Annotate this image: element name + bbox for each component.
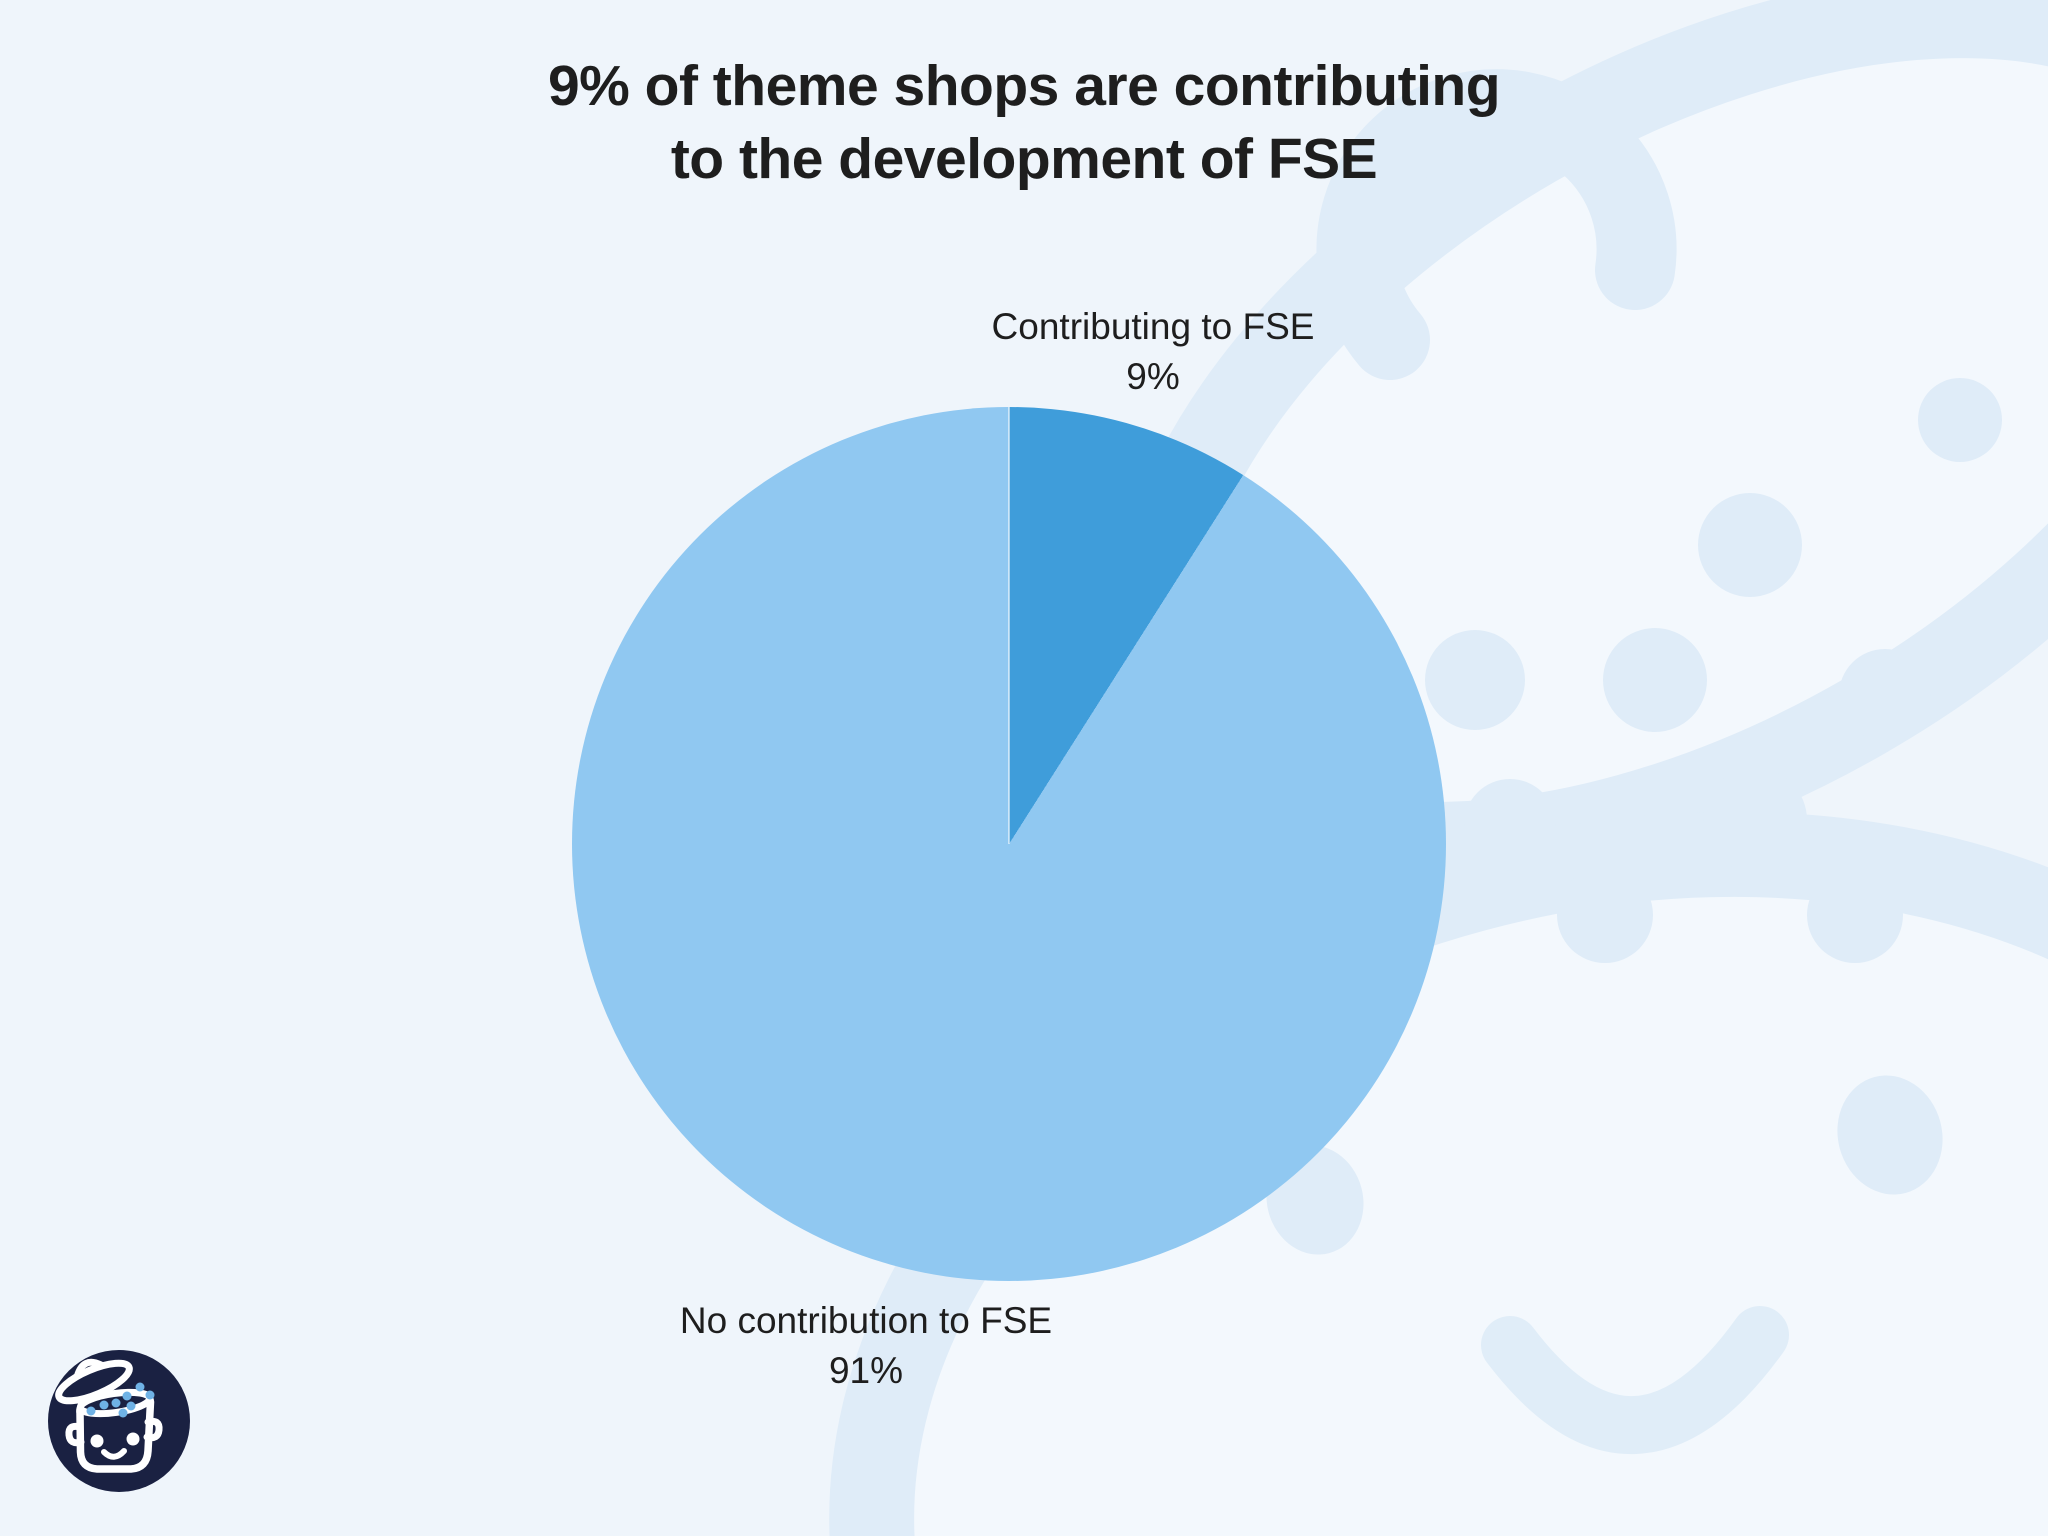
slice-label-contributing: Contributing to FSE 9% bbox=[913, 302, 1393, 402]
page-title-line-2: to the development of FSE bbox=[670, 127, 1378, 191]
slice-label-contributing-value: 9% bbox=[1126, 356, 1180, 397]
slice-label-no-contribution: No contribution to FSE 91% bbox=[626, 1296, 1106, 1396]
watermark-sprinkles-icon bbox=[1425, 378, 2002, 963]
page-title-line-1: 9% of theme shops are contributing bbox=[547, 54, 1501, 118]
pie-slice-divider bbox=[1008, 407, 1010, 844]
brand-logo-icon bbox=[48, 1350, 190, 1492]
slice-label-contributing-text: Contributing to FSE bbox=[991, 306, 1315, 347]
logo-sprinkles-icon bbox=[86, 1382, 155, 1418]
slice-label-no-contribution-value: 91% bbox=[828, 1350, 904, 1391]
page-title: 9% of theme shops are contributing to th… bbox=[0, 50, 2048, 196]
slice-label-no-contribution-text: No contribution to FSE bbox=[679, 1300, 1053, 1341]
